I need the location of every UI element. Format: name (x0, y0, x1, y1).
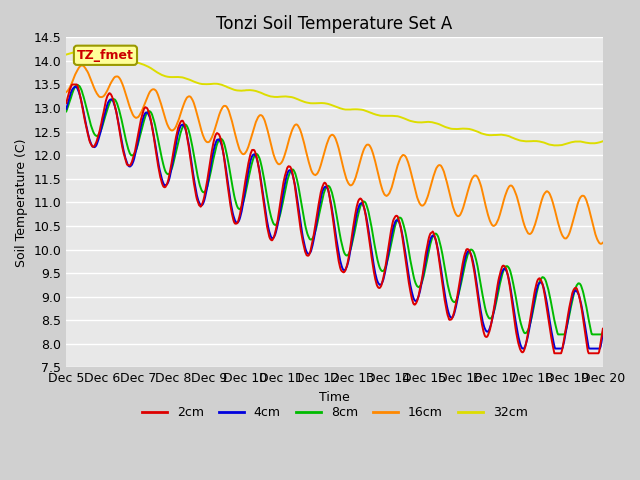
X-axis label: Time: Time (319, 391, 350, 404)
Legend: 2cm, 4cm, 8cm, 16cm, 32cm: 2cm, 4cm, 8cm, 16cm, 32cm (137, 401, 532, 424)
Text: TZ_fmet: TZ_fmet (77, 49, 134, 62)
Title: Tonzi Soil Temperature Set A: Tonzi Soil Temperature Set A (216, 15, 452, 33)
Y-axis label: Soil Temperature (C): Soil Temperature (C) (15, 138, 28, 266)
